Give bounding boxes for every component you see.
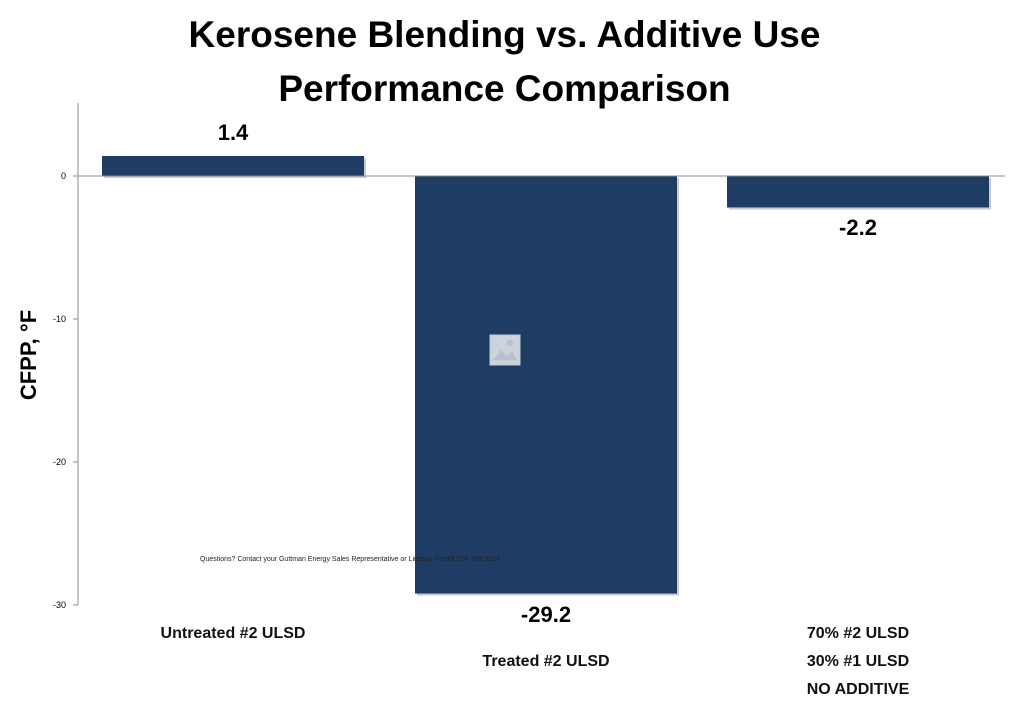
y-tick-label: -30	[52, 600, 66, 610]
category-label-treated: Treated #2 ULSD	[482, 648, 609, 676]
category-label-line: Treated #2 ULSD	[482, 653, 610, 670]
bar	[727, 176, 989, 208]
category-label-untreated: Untreated #2 ULSD	[161, 620, 306, 648]
contact-footnote: Questions? Contact your Guttman Energy S…	[200, 556, 500, 563]
chart-title: Kerosene Blending vs. Additive Use Perfo…	[0, 8, 1009, 116]
bar	[102, 155, 364, 176]
data-label: -29.2	[520, 601, 572, 627]
chart-title-line-1: Kerosene Blending vs. Additive Use	[188, 14, 821, 55]
data-label: 1.4	[217, 119, 249, 145]
chart-title-line-2: Performance Comparison	[278, 68, 731, 109]
bar	[415, 176, 677, 594]
category-label-line: 30% #1 ULSD	[806, 653, 910, 670]
y-tick-label: -10	[52, 314, 66, 324]
category-label-line: NO ADDITIVE	[806, 681, 910, 698]
category-label-line: 70% #2 ULSD	[806, 625, 910, 642]
data-label: -2.2	[839, 215, 877, 241]
category-label-line: Untreated #2 ULSD	[160, 625, 306, 642]
y-tick-label: 0	[60, 171, 66, 181]
y-tick-label: -20	[52, 457, 66, 467]
image-placeholder-icon	[489, 334, 521, 366]
category-label-blend: 70% #2 ULSD 30% #1 ULSD NO ADDITIVE	[807, 620, 910, 704]
